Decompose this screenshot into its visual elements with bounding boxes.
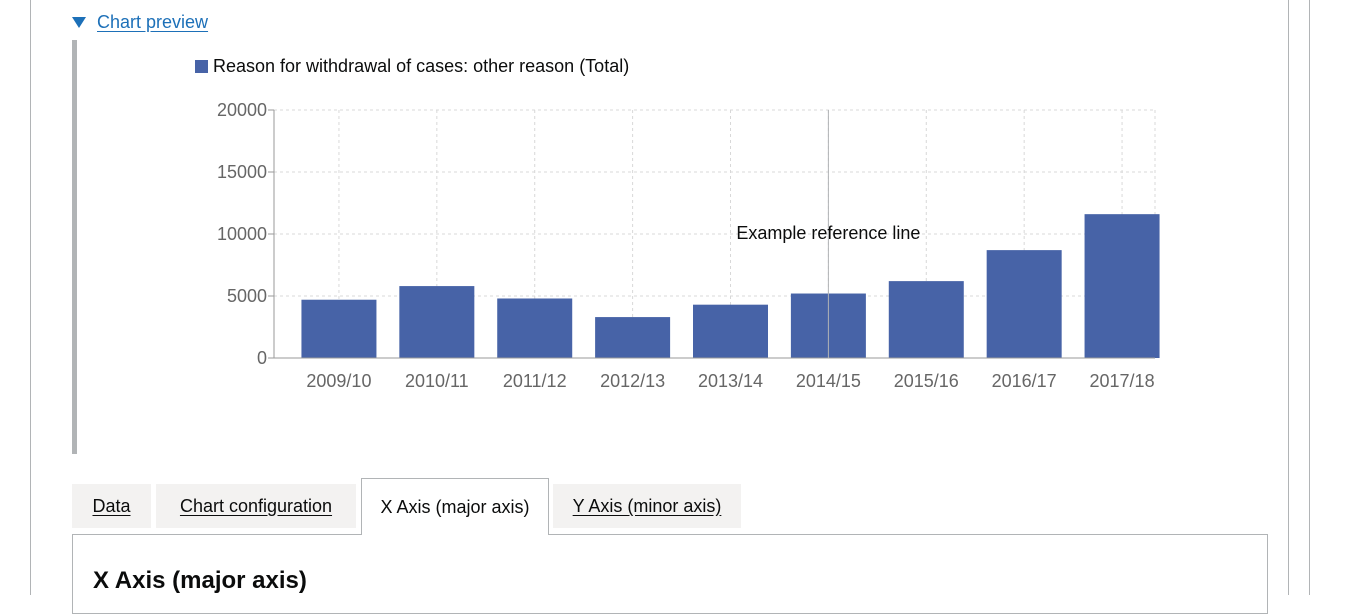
y-tick-label: 0: [257, 348, 267, 368]
x-tick-label: 2017/18: [1090, 371, 1155, 391]
tab-y-axis[interactable]: Y Axis (minor axis): [553, 484, 741, 528]
y-tick-label: 10000: [217, 224, 267, 244]
tab-chart-configuration[interactable]: Chart configuration: [156, 484, 356, 528]
triangle-down-icon: [72, 17, 86, 28]
x-tick-label: 2015/16: [894, 371, 959, 391]
legend-swatch: [195, 60, 208, 73]
tab-panel-x-axis: X Axis (major axis): [72, 534, 1268, 614]
x-tick-label: 2016/17: [992, 371, 1057, 391]
bar-2011-12: [497, 298, 573, 358]
x-tick-label: 2010/11: [405, 371, 469, 391]
y-tick-label: 5000: [227, 286, 267, 306]
page-border-right: [1288, 0, 1289, 595]
tab-data[interactable]: Data: [72, 484, 151, 528]
y-tick-label: 15000: [217, 162, 267, 182]
chart-preview-label[interactable]: Chart preview: [97, 11, 209, 32]
chart-preview-toggle[interactable]: Chart preview: [72, 10, 208, 34]
details-left-bar: [72, 40, 77, 454]
bar-chart: 0 5000 10000 15000 20000 2009/10 2010/11 2011/1…: [217, 100, 1160, 391]
reference-line-label: Example reference line: [736, 223, 920, 243]
tab-x-axis[interactable]: X Axis (major axis): [361, 478, 549, 535]
bar-2016-17: [986, 250, 1062, 358]
page-border-left: [30, 0, 31, 595]
x-tick-label: 2013/14: [698, 371, 763, 391]
x-tick-label: 2012/13: [600, 371, 665, 391]
bar-2010-11: [399, 286, 475, 358]
x-tick-label: 2009/10: [306, 371, 371, 391]
chart-legend: Reason for withdrawal of cases: other re…: [195, 56, 629, 77]
bar-2017-18: [1084, 214, 1160, 358]
x-tick-label: 2011/12: [503, 371, 567, 391]
bar-2013-14: [693, 304, 768, 358]
bar-2012-13: [595, 317, 671, 358]
y-tick-label: 20000: [217, 100, 267, 120]
panel-heading: X Axis (major axis): [93, 567, 307, 594]
bar-2015-16: [888, 281, 964, 358]
page-border-right-outer: [1309, 0, 1310, 595]
bar-2009-10: [301, 299, 377, 358]
x-tick-label: 2014/15: [796, 371, 861, 391]
legend-entry: Reason for withdrawal of cases: other re…: [213, 56, 630, 76]
